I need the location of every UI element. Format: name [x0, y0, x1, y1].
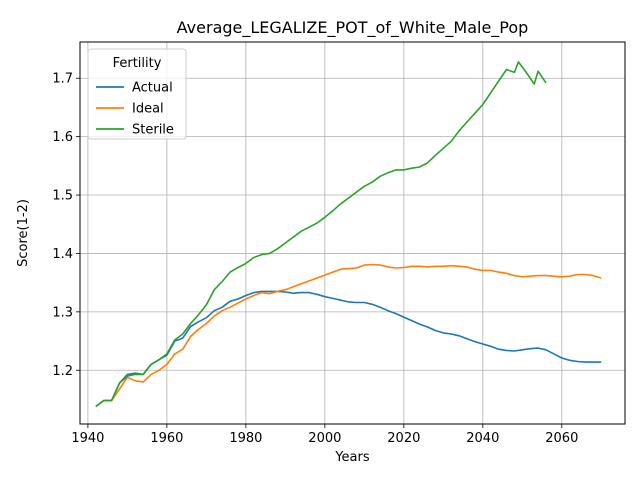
y-tick-label: 1.5: [52, 189, 73, 204]
plot-area-frame: [79, 41, 626, 425]
y-axis-label: Score(1-2): [16, 199, 31, 267]
y-tick-label: 1.7: [52, 72, 73, 87]
legend: Fertility Actual Ideal Sterile: [87, 48, 187, 140]
y-axis-ticks: 1.2 1.3 1.4 1.5 1.6 1.7: [52, 72, 80, 379]
chart-title: Average_LEGALIZE_POT_of_White_Male_Pop: [177, 18, 529, 38]
x-axis-label: Years: [334, 450, 370, 465]
legend-label-sterile: Sterile: [132, 123, 174, 138]
x-axis-ticks: 1940 1960 1980 2000 2020 2040 2060: [71, 424, 578, 446]
x-tick-label: 2040: [466, 431, 499, 446]
y-tick-label: 1.2: [52, 364, 73, 379]
legend-items: Actual Ideal Sterile: [96, 81, 174, 138]
series-line-sterile: [95, 61, 547, 408]
x-tick-label: 2020: [387, 431, 420, 446]
legend-title: Fertility: [113, 56, 162, 71]
y-tick-label: 1.6: [52, 130, 73, 145]
series-lines: [95, 61, 602, 408]
x-tick-label: 1940: [71, 431, 104, 446]
x-tick-label: 2000: [308, 431, 341, 446]
x-tick-label: 1960: [150, 431, 183, 446]
x-tick-label: 2060: [545, 431, 578, 446]
legend-box: [87, 48, 187, 140]
y-tick-label: 1.4: [52, 247, 73, 262]
series-line-ideal: [95, 263, 602, 408]
y-tick-label: 1.3: [52, 305, 73, 320]
legend-label-ideal: Ideal: [132, 102, 164, 117]
series-line-actual: [95, 290, 602, 408]
legend-label-actual: Actual: [132, 81, 173, 96]
x-tick-label: 1980: [229, 431, 262, 446]
